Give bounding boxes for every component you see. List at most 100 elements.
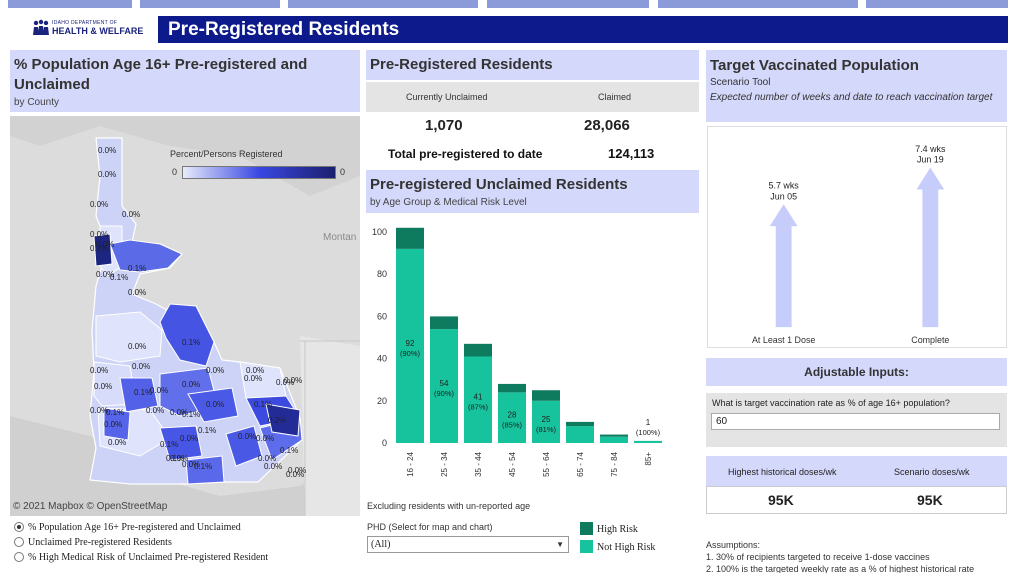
bar-segment-not-high-risk[interactable] (566, 426, 594, 443)
bar-value-label: 1 (646, 418, 651, 427)
bar-segment-not-high-risk[interactable] (464, 356, 492, 443)
dashboard-tab[interactable] (8, 0, 132, 8)
county-value-label: 0.0% (170, 408, 189, 417)
bar-percent-label: (90%) (434, 389, 455, 398)
bar-segment-high-risk[interactable] (600, 434, 628, 437)
logo-top-text: IDAHO DEPARTMENT OF (52, 20, 118, 26)
summary-title: Pre-Registered Residents (370, 56, 553, 73)
summary-header: Pre-Registered Residents (366, 50, 699, 80)
historical-doses-label: Highest historical doses/wk (728, 467, 837, 477)
weeks-arrow[interactable] (916, 167, 945, 328)
target-rate-input[interactable]: 60 (711, 413, 1000, 430)
county-value-label: 0.1% (128, 264, 147, 273)
dashboard-tab[interactable] (866, 0, 1008, 8)
x-tick-label: 35 - 44 (474, 451, 483, 476)
bar-segment-not-high-risk[interactable] (498, 392, 526, 443)
county-value-label: 0.0% (286, 470, 305, 479)
county-value-label: 0.1% (106, 408, 125, 417)
county-value-label: 0.0% (128, 342, 147, 351)
county-map[interactable]: Montan Percent/Persons Registered 0 0 0.… (10, 116, 360, 516)
not-high-risk-legend-label: Not High Risk (597, 542, 656, 553)
chevron-down-icon[interactable]: ▼ (556, 540, 564, 549)
bar-segment-high-risk[interactable] (566, 421, 594, 427)
county-value-label: 0.0% (96, 240, 115, 249)
y-tick-label: 40 (377, 354, 387, 364)
map-legend-max: 0 (340, 167, 346, 177)
family-logo-icon (33, 19, 49, 35)
bar-segment-high-risk[interactable] (464, 343, 492, 357)
county-value-label: 0.1% (280, 446, 299, 455)
doses-header: Highest historical doses/wk Scenario dos… (706, 456, 1007, 486)
map-legend-gradient (182, 166, 336, 179)
y-tick-label: 0 (382, 438, 387, 448)
y-tick-label: 80 (377, 269, 387, 279)
dashboard-tab[interactable] (658, 0, 858, 8)
county-value-label: 0.1% (166, 454, 185, 463)
summary-column-header: Currently Unclaimed Claimed (366, 82, 699, 112)
county-value-label: 0.0% (98, 146, 117, 155)
county-value-label: 0.0% (244, 374, 263, 383)
county-value-label: 0.0% (90, 366, 109, 375)
claimed-count: 28,066 (584, 117, 630, 134)
bar-segment-not-high-risk[interactable] (532, 400, 560, 443)
bar-segment-not-high-risk[interactable] (430, 329, 458, 443)
dashboard-tab[interactable] (140, 0, 280, 8)
dashboard-tab[interactable] (487, 0, 649, 8)
county-value-label: 0.2% (268, 416, 287, 425)
map-panel-header: % Population Age 16+ Pre-registered and … (10, 50, 360, 112)
map-subtitle: by County (14, 97, 60, 108)
scenario-doses-label: Scenario doses/wk (894, 467, 970, 477)
page-title: Pre-Registered Residents (168, 19, 400, 40)
radio-button[interactable] (14, 537, 24, 547)
montana-label: Montan (323, 232, 357, 243)
radio-button[interactable] (14, 552, 24, 562)
x-tick-label: 55 - 64 (542, 451, 551, 476)
county-value-label: 0.0% (180, 434, 199, 443)
county-value-label: 0.0% (90, 200, 109, 209)
assumption-item: 1. 30% of recipients targeted to receive… (706, 552, 930, 562)
assumption-item: 2. 100% is the targeted weekly rate as a… (706, 564, 975, 573)
county-value-label: 0.0% (122, 210, 141, 219)
bar-segment-high-risk[interactable] (430, 316, 458, 330)
x-tick-label: 16 - 24 (406, 451, 415, 476)
bar-segment-high-risk[interactable] (396, 227, 424, 249)
date-label: Jun 19 (917, 155, 944, 165)
bar-value-label: 28 (508, 411, 517, 420)
y-tick-label: 20 (377, 396, 387, 406)
bar-segment-high-risk[interactable] (532, 390, 560, 401)
bar-baseline-85-plus[interactable] (634, 441, 662, 444)
bar-percent-label: (90%) (400, 349, 421, 358)
measure-option[interactable]: Unclaimed Pre-registered Residents (14, 535, 172, 549)
map-legend-title: Percent/Persons Registered (170, 149, 283, 159)
bar-value-label: 41 (474, 393, 483, 402)
measure-option-label: % Population Age 16+ Pre-registered and … (28, 521, 241, 533)
bar-segment-not-high-risk[interactable] (600, 436, 628, 443)
measure-option[interactable]: % Population Age 16+ Pre-registered and … (14, 520, 241, 534)
exclusion-note: Excluding residents with un-reported age (367, 501, 531, 511)
phd-filter-dropdown[interactable]: (All) ▼ (367, 536, 569, 553)
county-value-label: 0.1% (194, 462, 213, 471)
page-banner: Pre-Registered Residents (158, 16, 1008, 43)
measure-option[interactable]: % High Medical Risk of Unclaimed Pre-reg… (14, 550, 268, 564)
adjustable-inputs-header: Adjustable Inputs: (706, 358, 1007, 386)
map-credit[interactable]: © 2021 Mapbox © OpenStreetMap (13, 501, 168, 512)
county-value-label: 0.1% (254, 400, 273, 409)
adjustable-inputs-title: Adjustable Inputs: (804, 365, 909, 379)
bar-segment-high-risk[interactable] (498, 383, 526, 393)
radio-button[interactable] (14, 522, 24, 532)
measure-option-label: % High Medical Risk of Unclaimed Pre-reg… (28, 551, 269, 563)
county-value-label: 0.0% (132, 362, 151, 371)
weeks-arrow[interactable] (769, 204, 798, 328)
county-value-label: 0.0% (206, 400, 225, 409)
bar-percent-label: (87%) (468, 403, 489, 412)
county-value-label: 0.0% (206, 366, 225, 375)
county-value-label: 0.0% (238, 432, 257, 441)
bar-segment-not-high-risk[interactable] (396, 248, 424, 443)
county-value-label: 0.0% (284, 376, 303, 385)
county-value-label: 0.0% (246, 366, 265, 375)
dashboard-tab[interactable] (288, 0, 478, 8)
county-value-label: 0.0% (288, 466, 307, 475)
map-title: % Population Age 16+ Pre-registered and … (14, 56, 308, 93)
